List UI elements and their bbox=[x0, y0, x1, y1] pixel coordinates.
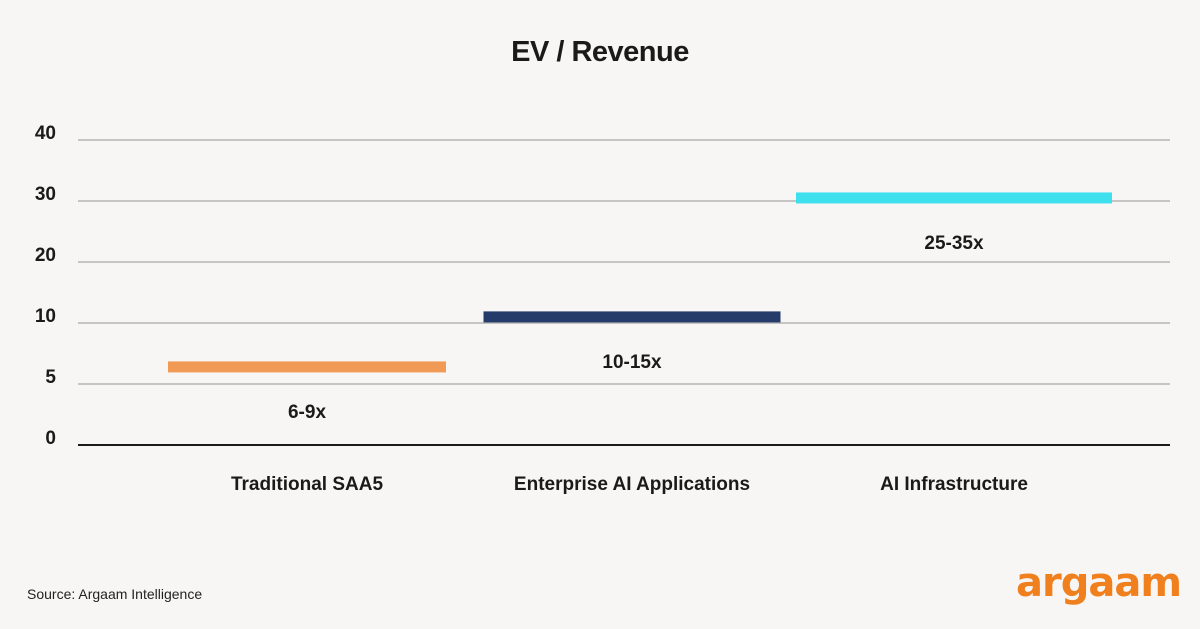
range-bar bbox=[796, 192, 1112, 204]
x-category-label: AI Infrastructure bbox=[880, 474, 1028, 495]
chart-title: EV / Revenue bbox=[511, 36, 689, 68]
range-bar bbox=[168, 361, 446, 373]
data-label: 6-9x bbox=[288, 402, 326, 423]
x-category-label: Traditional SAA5 bbox=[231, 474, 383, 495]
y-tick-label: 20 bbox=[35, 245, 56, 266]
data-label: 10-15x bbox=[602, 352, 662, 373]
argaam-logo: argaam bbox=[1016, 560, 1182, 606]
y-tick-label: 0 bbox=[45, 428, 56, 449]
y-tick-label: 30 bbox=[35, 184, 56, 205]
x-category-label: Enterprise AI Applications bbox=[514, 474, 750, 495]
y-tick-label: 10 bbox=[35, 306, 56, 327]
y-tick-label: 5 bbox=[45, 367, 56, 388]
data-label: 25-35x bbox=[924, 233, 984, 254]
source-note: Source: Argaam Intelligence bbox=[27, 586, 203, 602]
y-tick-label: 40 bbox=[35, 123, 56, 144]
range-bar bbox=[483, 311, 781, 323]
